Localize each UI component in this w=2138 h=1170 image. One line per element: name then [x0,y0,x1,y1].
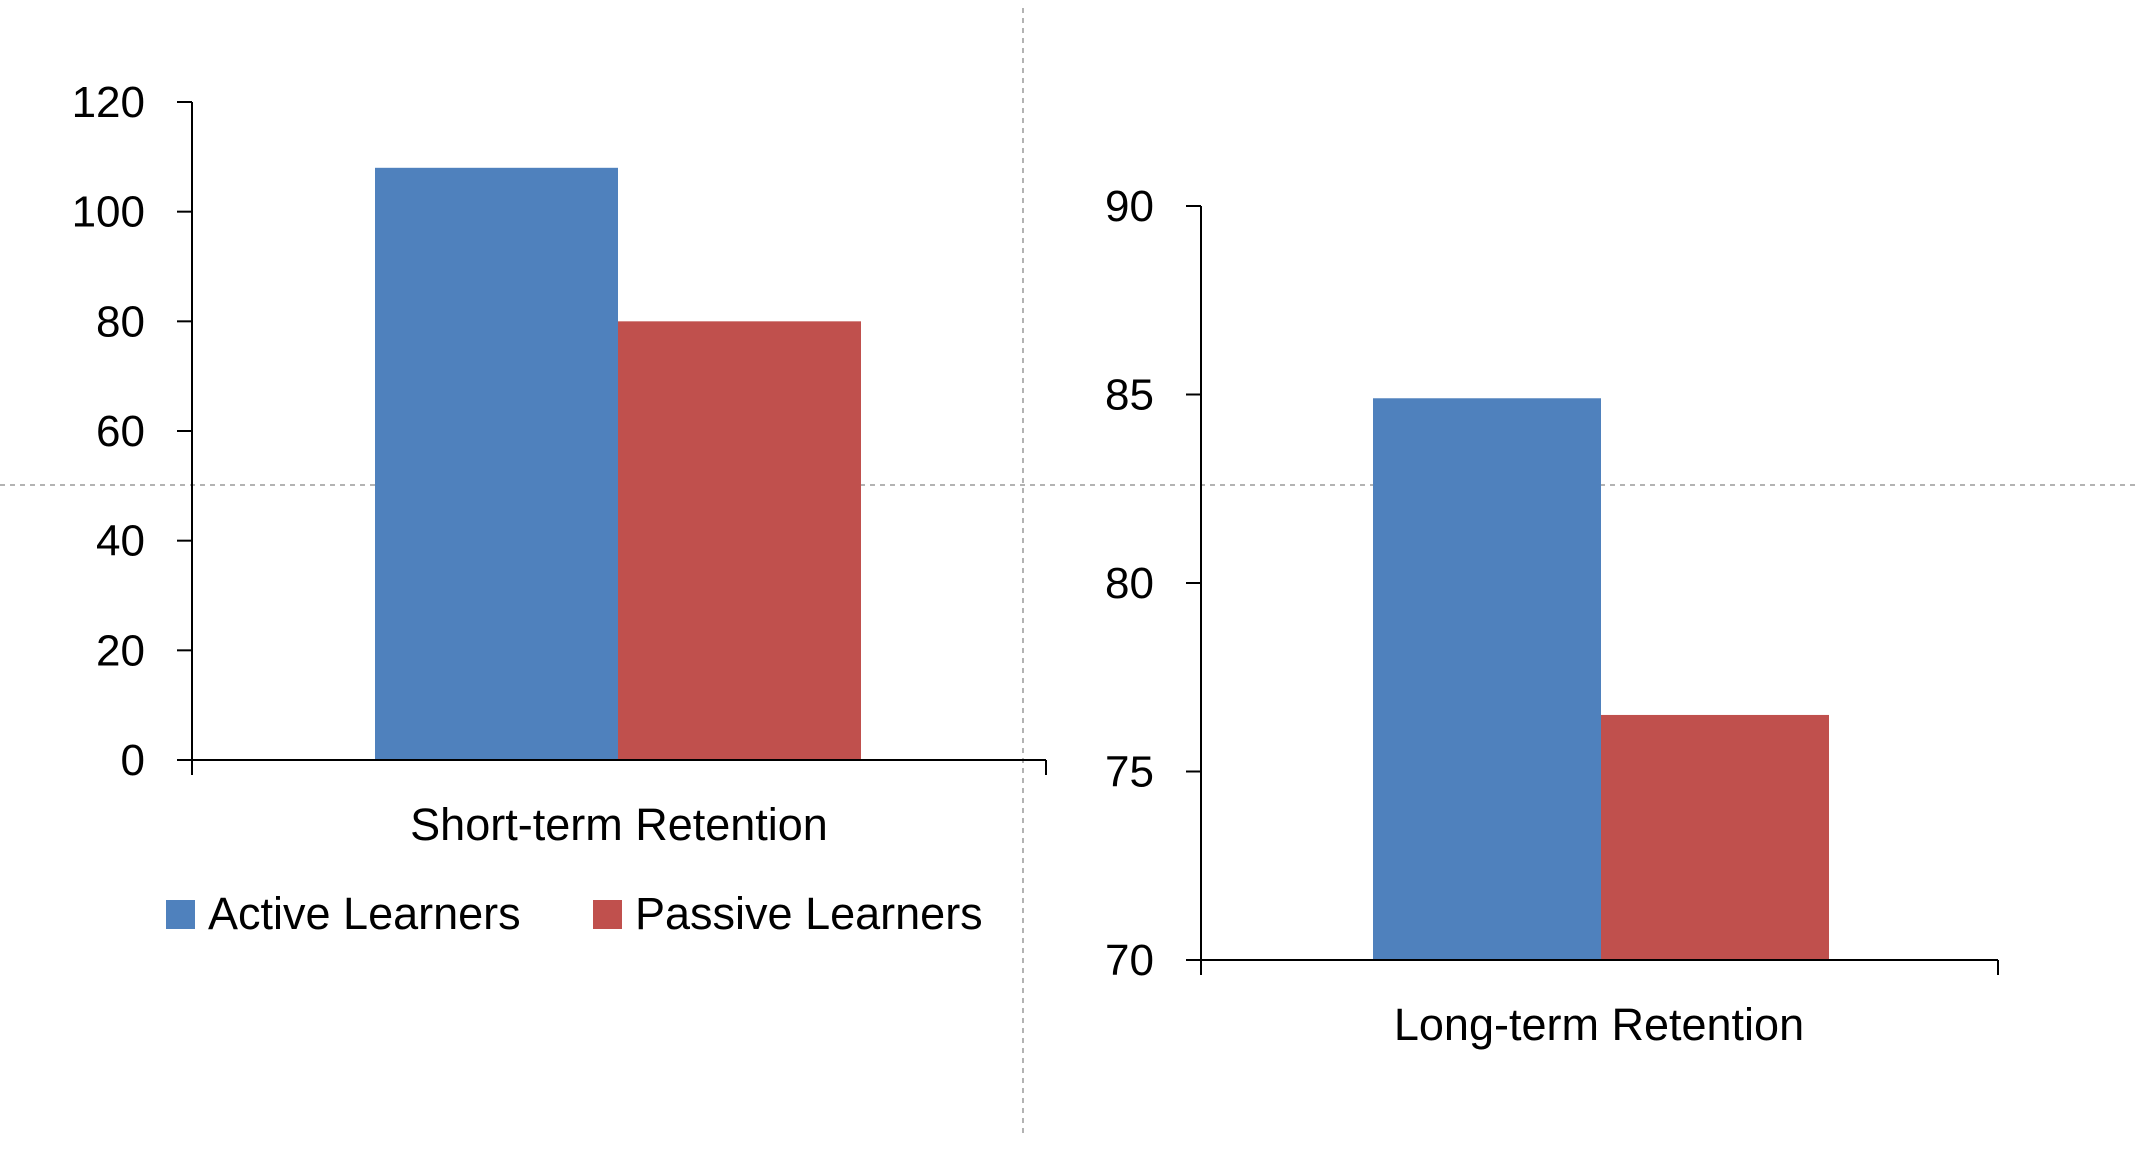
legend-swatch-passive [593,900,622,929]
short-term-bars [375,167,861,761]
short-term-bar-active [375,167,618,761]
legend-swatch-active [166,900,195,929]
long-term-bar-passive [1601,714,1829,960]
long-term-x-axis-label: Long-term Retention [1394,999,1804,1050]
legend-label-active: Active Learners [208,888,521,939]
long-term-y-tick-label: 90 [1105,182,1154,231]
long-term-y-tick-label: 70 [1105,936,1154,985]
legend: Active Learners Passive Learners [166,888,983,939]
long-term-chart: 70 75 80 85 90 Long-term Retention [1105,182,1999,1050]
short-term-y-tick-label: 0 [121,736,145,785]
short-term-y-tick-label: 60 [96,407,145,456]
long-term-bars [1373,398,1829,960]
short-term-y-tick-label: 80 [96,297,145,346]
short-term-y-tick-label: 120 [72,78,145,127]
short-term-bar-passive [618,321,861,760]
short-term-y-ticks: 0 20 40 60 80 100 120 [72,78,192,785]
long-term-bar-active [1373,398,1601,960]
short-term-x-axis-label: Short-term Retention [410,799,828,850]
short-term-y-tick-label: 100 [72,188,145,237]
long-term-y-tick-label: 85 [1105,371,1154,420]
short-term-y-tick-label: 40 [96,517,145,566]
long-term-y-tick-label: 80 [1105,559,1154,608]
short-term-chart: 0 20 40 60 80 100 120 Short-term Retention Act… [72,78,1047,939]
short-term-y-tick-label: 20 [96,626,145,675]
legend-label-passive: Passive Learners [635,888,983,939]
long-term-y-tick-label: 75 [1105,748,1154,797]
long-term-y-ticks: 70 75 80 85 90 [1105,182,1201,985]
